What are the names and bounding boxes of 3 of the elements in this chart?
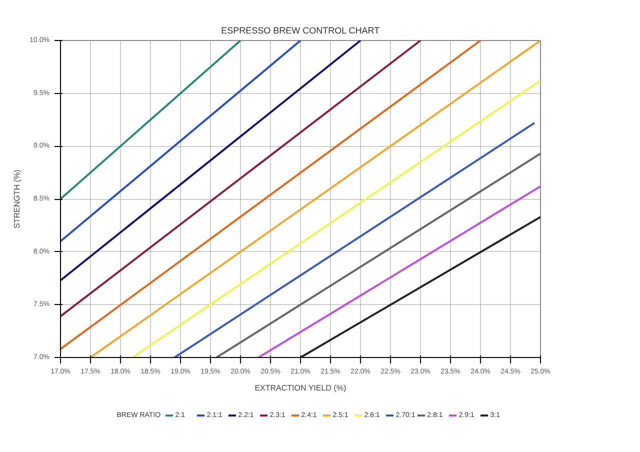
chart-title: ESPRESSO BREW CONTROL CHART [221,26,380,36]
x-axis-title: EXTRACTION YIELD (%) [254,384,346,392]
y-axis-title: STRENGTH (%) [12,169,22,228]
